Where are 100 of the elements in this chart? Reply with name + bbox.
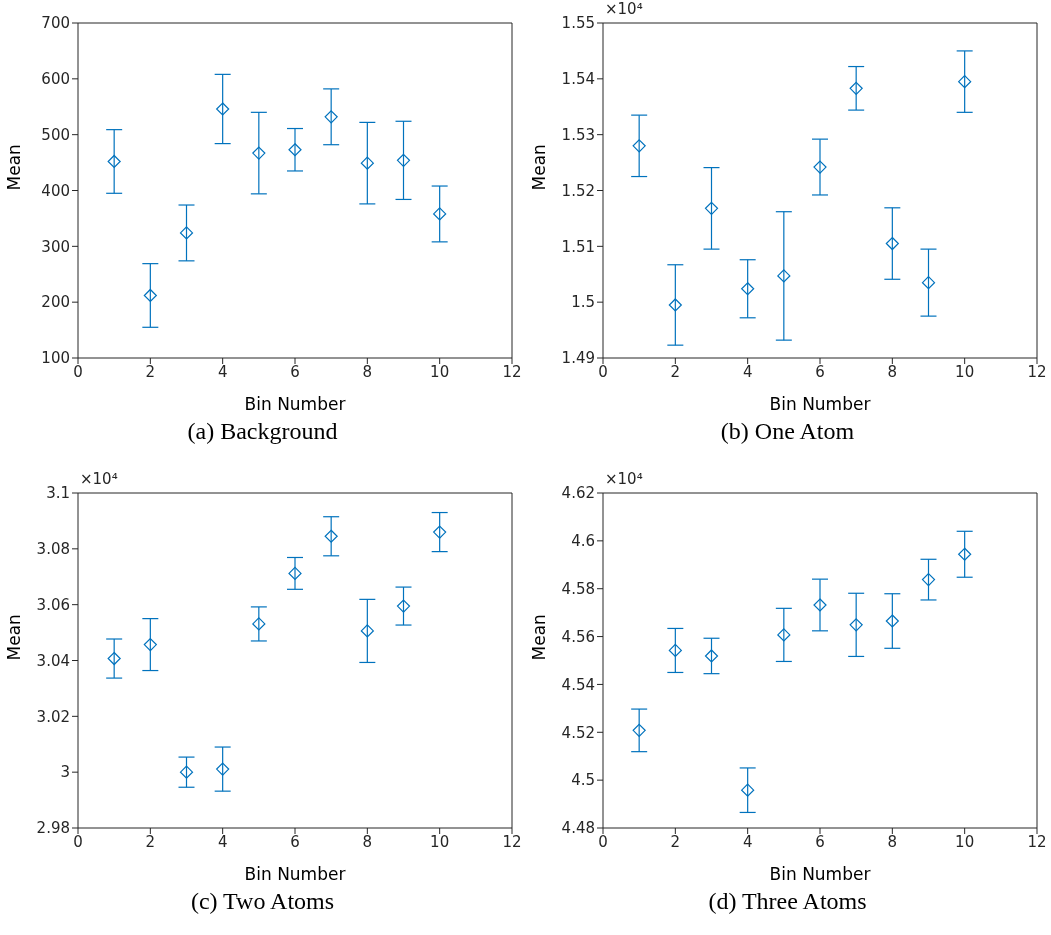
x-tick-label: 10 [430,362,450,381]
y-tick-label: 3.1 [46,484,70,503]
x-tick-label: 0 [73,832,83,851]
y-tick-label: 400 [41,181,70,200]
y-tick-label: 1.51 [561,237,595,256]
point [360,624,374,638]
text: (a) Background [186,418,339,445]
x-tick-label: 10 [955,832,975,851]
x-tick-label: 2 [145,362,156,381]
x-tick-label: 8 [887,832,898,851]
point [179,765,194,779]
text: (b) One Atom [719,418,856,445]
x-axis-title: Bin Number [769,394,871,414]
x-tick-label: 6 [815,832,825,851]
text: ×10⁴ [605,0,643,18]
y-tick-label: 3.02 [36,707,70,726]
x-tick-label: 10 [955,362,975,381]
x-tick-label: 2 [670,832,681,851]
y-tick-label: 4.6 [571,532,595,551]
point [396,599,411,613]
point [885,236,899,251]
y-axis-title: Mean [529,144,550,191]
text: ×10⁴ [605,470,643,488]
point [143,637,157,652]
y-tick-label: 4.52 [561,723,595,742]
x-tick-label: 8 [362,832,373,851]
point [849,81,863,95]
x-tick-label: 4 [742,832,753,851]
x-axis-title: Bin Number [769,864,871,884]
x-tick-label: 0 [598,362,608,381]
point [668,643,682,658]
point [632,139,646,153]
y-tick-label: 1.49 [561,349,595,368]
y-tick-label: 3.04 [36,651,70,670]
y-tick-label: 3.06 [36,595,70,614]
y-tick-label: 200 [41,293,70,312]
x-tick-label: 0 [73,362,83,381]
point [324,529,338,543]
point [433,525,447,539]
x-tick-label: 4 [742,362,753,381]
x-tick-label: 0 [598,832,608,851]
text: ×10⁴ [80,470,118,488]
x-tick-label: 8 [887,362,898,381]
y-tick-label: 3 [60,763,70,782]
y-tick-label: 1.55 [561,14,595,33]
point [813,160,827,174]
x-tick-label: 4 [217,362,228,381]
y-tick-label: 4.56 [561,627,595,646]
y-axis-title: Mean [529,614,550,661]
point [107,154,121,169]
y-tick-label: 300 [41,237,70,256]
point [958,75,972,89]
y-tick-label: 700 [41,14,70,33]
point [252,146,266,160]
point [360,156,374,170]
point [813,598,827,612]
y-tick-label: 600 [41,70,70,89]
point [288,566,302,580]
y-tick-label: 1.53 [561,125,595,144]
x-tick-label: 6 [815,362,825,381]
x-tick-label: 2 [145,832,156,851]
point [324,110,338,124]
point [288,143,302,157]
y-axis-title: Mean [4,144,25,191]
point [958,547,972,561]
point [849,618,863,632]
point [632,723,646,737]
x-tick-label: 6 [290,362,300,381]
y-tick-label: 4.58 [561,580,595,599]
point [704,649,719,663]
point [704,201,719,215]
point [921,276,936,290]
point [107,651,121,666]
y-tick-label: 1.54 [561,70,595,89]
x-tick-label: 6 [290,832,300,851]
point [396,153,411,167]
point [252,617,266,631]
y-tick-label: 4.5 [571,771,595,790]
x-tick-label: 12 [1027,832,1047,851]
point [179,226,194,240]
point [885,614,899,628]
point [921,573,936,587]
point [433,207,447,221]
point [741,282,755,296]
y-tick-label: 4.48 [561,819,595,838]
y-tick-label: 2.98 [36,819,70,838]
y-tick-label: 500 [41,125,70,144]
x-axis-title: Bin Number [244,394,346,414]
point [216,102,230,116]
x-tick-label: 12 [502,362,522,381]
x-tick-label: 4 [217,832,228,851]
x-tick-label: 2 [670,362,681,381]
point [777,269,791,283]
y-tick-label: 4.62 [561,484,595,503]
y-tick-label: 1.52 [561,181,595,200]
y-axis-title: Mean [4,614,25,661]
x-axis-title: Bin Number [244,864,346,884]
text: (c) Two Atoms [189,888,336,915]
x-tick-label: 10 [430,832,450,851]
y-tick-label: 1.5 [571,293,595,312]
